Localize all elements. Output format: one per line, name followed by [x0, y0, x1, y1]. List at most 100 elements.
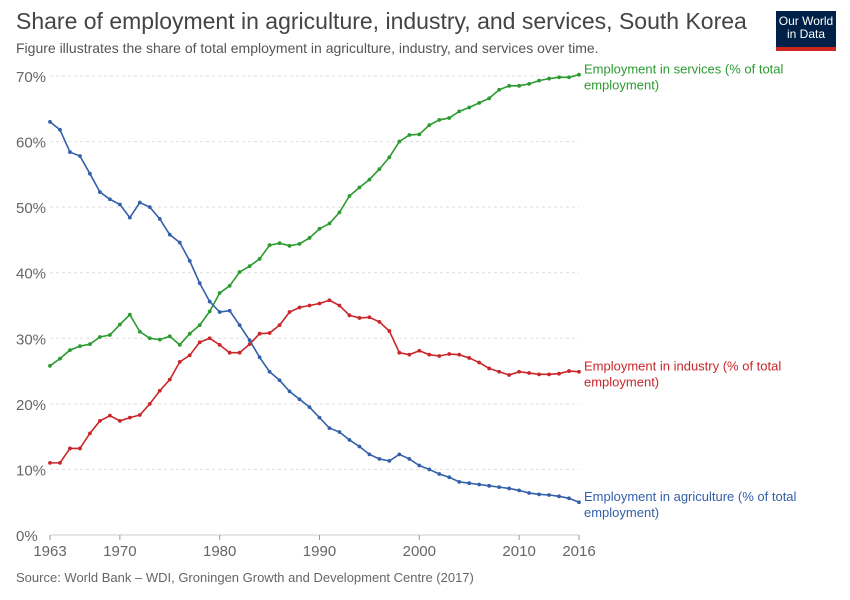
data-point[interactable]	[68, 150, 72, 154]
data-point[interactable]	[567, 75, 571, 80]
data-point[interactable]	[347, 313, 352, 318]
series-line[interactable]	[49, 73, 580, 367]
data-point[interactable]	[367, 452, 372, 457]
data-point[interactable]	[147, 205, 152, 210]
data-point[interactable]	[457, 109, 462, 114]
data-point[interactable]	[357, 444, 362, 449]
data-point[interactable]	[277, 323, 282, 328]
data-point[interactable]	[98, 419, 102, 423]
data-point[interactable]	[467, 481, 472, 486]
data-point[interactable]	[197, 281, 202, 286]
data-point[interactable]	[527, 371, 531, 375]
data-point[interactable]	[227, 308, 232, 313]
data-point[interactable]	[537, 372, 541, 377]
data-point[interactable]	[387, 329, 392, 333]
data-point[interactable]	[337, 430, 342, 434]
data-point[interactable]	[377, 457, 382, 461]
data-point[interactable]	[257, 257, 262, 261]
data-point[interactable]	[117, 419, 122, 423]
data-point[interactable]	[137, 329, 142, 334]
data-point[interactable]	[107, 413, 112, 418]
data-point[interactable]	[407, 133, 412, 137]
data-point[interactable]	[287, 243, 292, 248]
data-point[interactable]	[387, 459, 392, 463]
data-point[interactable]	[88, 431, 92, 436]
data-point[interactable]	[217, 342, 222, 347]
data-point[interactable]	[177, 240, 182, 245]
data-point[interactable]	[497, 369, 502, 374]
data-point[interactable]	[297, 241, 302, 246]
data-point[interactable]	[337, 210, 342, 215]
data-point[interactable]	[147, 401, 152, 406]
data-point[interactable]	[257, 355, 262, 360]
data-point[interactable]	[187, 331, 192, 336]
data-point[interactable]	[287, 310, 292, 314]
data-point[interactable]	[327, 221, 332, 226]
data-point[interactable]	[337, 303, 342, 308]
data-point[interactable]	[257, 331, 262, 336]
data-point[interactable]	[457, 352, 462, 357]
data-point[interactable]	[177, 359, 182, 364]
data-point[interactable]	[577, 369, 581, 374]
data-point[interactable]	[227, 350, 232, 355]
data-point[interactable]	[177, 342, 182, 347]
data-point[interactable]	[347, 194, 352, 198]
data-point[interactable]	[557, 371, 561, 376]
data-point[interactable]	[547, 372, 551, 377]
data-point[interactable]	[48, 363, 52, 368]
data-point[interactable]	[407, 352, 412, 357]
data-point[interactable]	[297, 305, 302, 310]
data-point[interactable]	[127, 312, 132, 317]
data-point[interactable]	[397, 452, 402, 457]
data-point[interactable]	[437, 118, 442, 122]
data-point[interactable]	[517, 369, 522, 374]
data-point[interactable]	[78, 344, 82, 349]
data-point[interactable]	[387, 155, 392, 160]
data-point[interactable]	[437, 472, 442, 476]
data-point[interactable]	[427, 123, 432, 128]
data-point[interactable]	[447, 475, 452, 480]
data-point[interactable]	[507, 486, 512, 491]
owid-logo[interactable]: Our World in Data	[776, 11, 836, 51]
data-point[interactable]	[367, 315, 372, 320]
data-point[interactable]	[477, 360, 482, 365]
data-point[interactable]	[157, 337, 162, 342]
series-line[interactable]	[50, 299, 580, 464]
data-point[interactable]	[107, 333, 112, 337]
data-point[interactable]	[447, 116, 452, 120]
data-point[interactable]	[88, 342, 92, 347]
data-point[interactable]	[357, 316, 362, 320]
data-point[interactable]	[207, 309, 212, 314]
data-point[interactable]	[537, 78, 541, 83]
data-point[interactable]	[487, 366, 492, 371]
data-point[interactable]	[48, 460, 52, 465]
data-point[interactable]	[157, 217, 162, 221]
data-point[interactable]	[237, 270, 242, 274]
data-point[interactable]	[307, 236, 312, 240]
data-point[interactable]	[137, 200, 142, 205]
data-point[interactable]	[68, 446, 72, 451]
data-point[interactable]	[267, 369, 272, 374]
data-point[interactable]	[267, 243, 272, 248]
data-point[interactable]	[497, 87, 502, 92]
data-point[interactable]	[517, 83, 522, 88]
data-point[interactable]	[207, 299, 212, 304]
data-point[interactable]	[457, 479, 462, 484]
series-line[interactable]	[49, 121, 580, 503]
data-point[interactable]	[477, 482, 482, 487]
data-point[interactable]	[207, 336, 212, 341]
data-point[interactable]	[78, 154, 82, 158]
data-point[interactable]	[497, 485, 502, 490]
data-point[interactable]	[547, 493, 551, 497]
data-point[interactable]	[68, 348, 72, 352]
data-point[interactable]	[307, 405, 312, 410]
data-point[interactable]	[397, 350, 402, 355]
data-point[interactable]	[397, 139, 402, 144]
data-point[interactable]	[437, 354, 442, 358]
data-point[interactable]	[297, 397, 302, 402]
data-point[interactable]	[247, 338, 252, 343]
data-point[interactable]	[417, 132, 422, 137]
data-point[interactable]	[367, 177, 372, 182]
data-point[interactable]	[88, 171, 92, 176]
data-point[interactable]	[517, 488, 522, 493]
